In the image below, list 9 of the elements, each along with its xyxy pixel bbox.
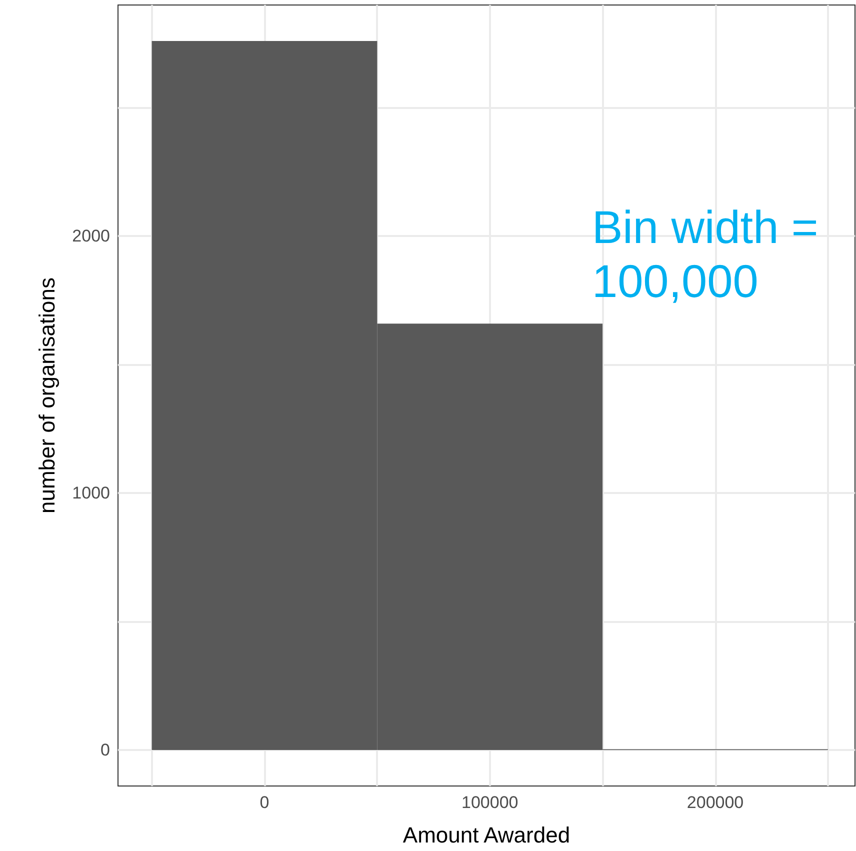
x-tick-label: 0: [260, 793, 270, 812]
x-tick-label: 100000: [462, 793, 518, 812]
x-axis-title: Amount Awarded: [402, 822, 570, 848]
y-axis-title: number of organisations: [34, 277, 60, 514]
y-tick-label: 0: [100, 740, 110, 760]
y-tick-label: 2000: [72, 226, 110, 246]
y-tick-label: 1000: [72, 484, 110, 503]
annotation: Bin width = 100,000: [592, 200, 820, 308]
x-tick-label: 200000: [686, 793, 744, 812]
